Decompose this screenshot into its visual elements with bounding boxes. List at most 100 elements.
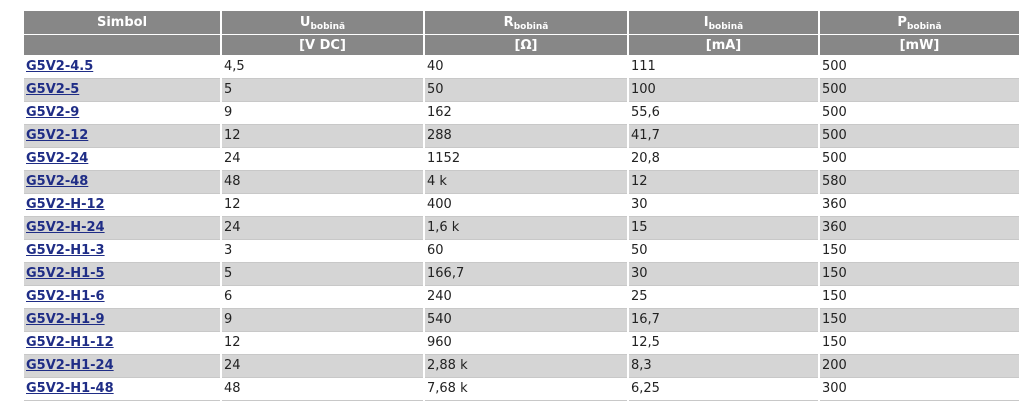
cell-coil-power: 150 — [819, 331, 1019, 355]
header-symbol: Simbol — [24, 11, 222, 35]
header-coil-resistance-sub: bobină — [513, 22, 549, 32]
product-link[interactable]: G5V2-H-12 — [26, 197, 105, 212]
cell-coil-resistance: 60 — [424, 239, 629, 263]
cell-coil-current: 25 — [628, 285, 820, 309]
cell-coil-power: 500 — [819, 78, 1019, 102]
cell-symbol: G5V2-H1-5 — [24, 262, 222, 286]
table-row: G5V2-H1-24 24 2,88 k 8,3 200 — [24, 354, 1019, 378]
table-row: G5V2-H1-9 9 540 16,7 150 — [24, 308, 1019, 332]
product-link[interactable]: G5V2-H1-9 — [26, 312, 105, 327]
cell-coil-resistance: 166,7 — [424, 262, 629, 286]
header-unit-resistance: [Ω] — [424, 34, 629, 55]
product-link[interactable]: G5V2-H1-5 — [26, 266, 105, 281]
cell-coil-power: 200 — [819, 354, 1019, 378]
cell-coil-current: 50 — [628, 239, 820, 263]
table-row: G5V2-9 9 162 55,6 500 — [24, 101, 1019, 125]
table-row: G5V2-H1-6 6 240 25 150 — [24, 285, 1019, 309]
cell-symbol: G5V2-H-24 — [24, 216, 222, 240]
header-coil-resistance: Rbobină — [424, 11, 629, 35]
product-link[interactable]: G5V2-H1-6 — [26, 289, 105, 304]
product-link[interactable]: G5V2-H1-12 — [26, 335, 114, 350]
cell-coil-resistance: 400 — [424, 193, 629, 217]
cell-symbol: G5V2-H1-3 — [24, 239, 222, 263]
table-row: G5V2-24 24 1152 20,8 500 — [24, 147, 1019, 171]
cell-coil-current: 12 — [628, 170, 820, 194]
header-coil-voltage-main: U — [299, 15, 311, 30]
product-link[interactable]: G5V2-H-24 — [26, 220, 105, 235]
cell-coil-voltage: 6 — [221, 285, 425, 309]
cell-coil-voltage: 9 — [221, 101, 425, 125]
table-row: G5V2-H-12 12 400 30 360 — [24, 193, 1019, 217]
table-row: G5V2-H1-48 48 7,68 k 6,25 300 — [24, 377, 1019, 401]
product-link[interactable]: G5V2-H1-3 — [26, 243, 105, 258]
cell-coil-resistance: 2,88 k — [424, 354, 629, 378]
cell-coil-current: 15 — [628, 216, 820, 240]
cell-coil-voltage: 24 — [221, 216, 425, 240]
cell-coil-voltage: 4,5 — [221, 55, 425, 79]
cell-symbol: G5V2-H1-9 — [24, 308, 222, 332]
cell-coil-voltage: 5 — [221, 262, 425, 286]
table-row: G5V2-12 12 288 41,7 500 — [24, 124, 1019, 148]
cell-coil-current: 111 — [628, 55, 820, 79]
cell-coil-voltage: 24 — [221, 354, 425, 378]
product-link[interactable]: G5V2-H1-48 — [26, 381, 114, 396]
cell-symbol: G5V2-H1-24 — [24, 354, 222, 378]
cell-coil-power: 150 — [819, 308, 1019, 332]
cell-symbol: G5V2-H1-12 — [24, 331, 222, 355]
header-unit-power: [mW] — [819, 34, 1019, 55]
cell-coil-power: 150 — [819, 285, 1019, 309]
cell-coil-resistance: 1152 — [424, 147, 629, 171]
cell-symbol: G5V2-H1-6 — [24, 285, 222, 309]
cell-coil-resistance: 7,68 k — [424, 377, 629, 401]
cell-coil-power: 150 — [819, 262, 1019, 286]
header-coil-voltage-sub: bobină — [310, 22, 346, 32]
header-coil-resistance-main: R — [503, 15, 514, 30]
cell-coil-power: 150 — [819, 239, 1019, 263]
cell-coil-current: 100 — [628, 78, 820, 102]
cell-symbol: G5V2-4.5 — [24, 55, 222, 79]
cell-coil-resistance: 162 — [424, 101, 629, 125]
cell-coil-current: 16,7 — [628, 308, 820, 332]
cell-symbol: G5V2-H1-48 — [24, 377, 222, 401]
product-link[interactable]: G5V2-4.5 — [26, 58, 94, 74]
table-body: G5V2-4.5 4,5 40 111 500 G5V2-5 5 50 100 500 G5V2-9… — [24, 55, 1019, 401]
cell-coil-voltage: 9 — [221, 308, 425, 332]
product-link[interactable]: G5V2-5 — [26, 82, 80, 97]
header-row-names: Simbol Ubobină Rbobină Ibobină Pbobină — [24, 11, 1019, 35]
header-coil-current-sub: bobină — [708, 22, 744, 32]
cell-coil-voltage: 48 — [221, 377, 425, 401]
table-row: G5V2-H1-12 12 960 12,5 150 — [24, 331, 1019, 355]
table-row: G5V2-H-24 24 1,6 k 15 360 — [24, 216, 1019, 240]
cell-coil-resistance: 240 — [424, 285, 629, 309]
header-coil-voltage: Ubobină — [221, 11, 425, 35]
cell-coil-power: 500 — [819, 124, 1019, 148]
header-coil-power-sub: bobină — [906, 22, 942, 32]
cell-coil-current: 20,8 — [628, 147, 820, 171]
table-row: G5V2-5 5 50 100 500 — [24, 78, 1019, 102]
cell-coil-resistance: 1,6 k — [424, 216, 629, 240]
cell-coil-voltage: 12 — [221, 193, 425, 217]
cell-coil-current: 41,7 — [628, 124, 820, 148]
product-link[interactable]: G5V2-48 — [26, 174, 89, 189]
product-link[interactable]: G5V2-H1-24 — [26, 358, 114, 373]
cell-coil-resistance: 540 — [424, 308, 629, 332]
cell-symbol: G5V2-12 — [24, 124, 222, 148]
header-coil-power: Pbobină — [819, 11, 1019, 35]
cell-coil-voltage: 5 — [221, 78, 425, 102]
relay-spec-table: Simbol Ubobină Rbobină Ibobină Pbobină [… — [24, 11, 1019, 401]
product-link[interactable]: G5V2-9 — [26, 105, 80, 120]
table-row: G5V2-H1-5 5 166,7 30 150 — [24, 262, 1019, 286]
cell-coil-current: 55,6 — [628, 101, 820, 125]
header-row-units: [V DC] [Ω] [mA] [mW] — [24, 34, 1019, 55]
cell-symbol: G5V2-24 — [24, 147, 222, 171]
relay-spec-table-container: Simbol Ubobină Rbobină Ibobină Pbobină [… — [24, 11, 1019, 401]
cell-coil-power: 300 — [819, 377, 1019, 401]
cell-coil-resistance: 960 — [424, 331, 629, 355]
product-link[interactable]: G5V2-24 — [26, 151, 89, 166]
cell-coil-power: 500 — [819, 147, 1019, 171]
cell-symbol: G5V2-5 — [24, 78, 222, 102]
header-coil-power-main: P — [897, 15, 907, 30]
product-link[interactable]: G5V2-12 — [26, 128, 89, 143]
header-symbol-unit — [24, 34, 222, 55]
cell-coil-resistance: 4 k — [424, 170, 629, 194]
